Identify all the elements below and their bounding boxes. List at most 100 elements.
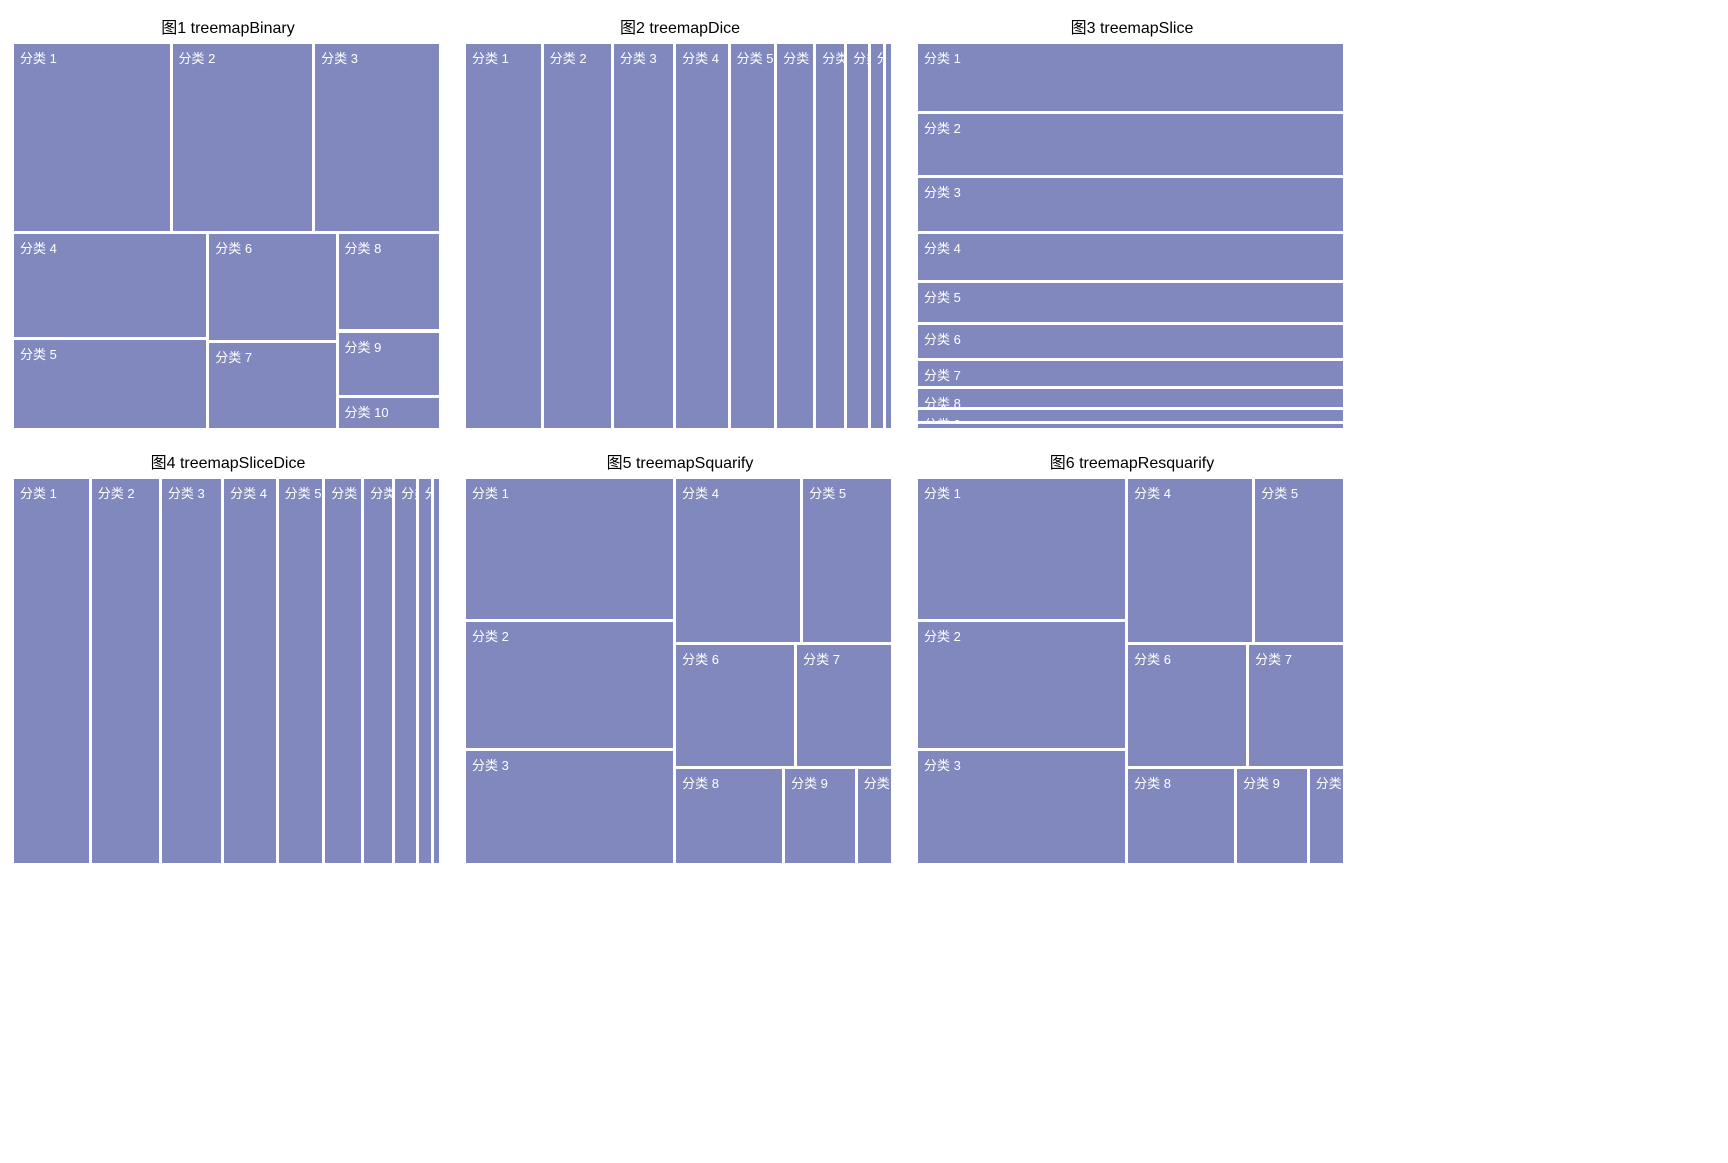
treemap-cell-label: 分类 5	[809, 483, 846, 502]
treemap-cell-label: 分类 6	[924, 329, 961, 348]
treemap-cell: 分类 3	[162, 479, 221, 863]
treemap-cell: 分类 5	[14, 340, 206, 428]
treemap-cell: 分类 7	[364, 479, 392, 863]
treemap-cell-label: 分类 1	[472, 483, 509, 502]
treemap-cell-label: 分类 2	[924, 626, 961, 645]
treemap-cell: 分类 10	[339, 398, 439, 428]
treemap-cell-label: 分类 3	[168, 483, 205, 502]
treemap-cell: 分类 10	[858, 769, 891, 863]
treemap-cell: 分类 3	[918, 751, 1125, 863]
treemap-cell-label: 分类 2	[472, 626, 509, 645]
treemap-cell: 分类 7	[1249, 645, 1343, 766]
treemap-cell: 分类 7	[918, 361, 1343, 386]
treemap-cell: 分类 1	[14, 44, 170, 231]
treemap-cell: 分类 6	[676, 645, 794, 766]
treemap-cell-label: 分类 4	[924, 238, 961, 257]
chart-resquarify: 分类 1分类 2分类 3分类 4分类 5分类 6分类 7分类 8分类 9分类 1…	[918, 479, 1346, 866]
treemap-cell-label: 分类 1	[472, 48, 509, 67]
treemap-cell: 分类 6	[777, 44, 813, 428]
treemap-cell: 分类 10	[434, 479, 439, 863]
treemap-cell-label: 分类 8	[924, 393, 961, 407]
chart-squarify: 分类 1分类 2分类 3分类 4分类 5分类 6分类 7分类 8分类 9分类 1…	[466, 479, 894, 866]
treemap-cell: 分类 8	[339, 234, 439, 329]
treemap-cell: 分类 4	[676, 44, 727, 428]
treemap-cell-label: 分类 5	[20, 344, 57, 363]
treemap-cell-label: 分类 8	[345, 238, 382, 257]
treemap-cell: 分类 1	[466, 44, 541, 428]
treemap-cell-label: 分类 8	[401, 483, 415, 502]
treemap-cell-label: 分类 2	[550, 48, 587, 67]
panel-resquarify: 图6 treemapResquarify 分类 1分类 2分类 3分类 4分类 …	[918, 449, 1346, 866]
panel-title: 图3 treemapSlice	[918, 14, 1346, 38]
panel-binary: 图1 treemapBinary 分类 1分类 2分类 3分类 4分类 5分类 …	[14, 14, 442, 431]
treemap-cell: 分类 3	[315, 44, 439, 231]
treemap-cell-label: 分类 5	[1261, 483, 1298, 502]
treemap-cell: 分类 5	[918, 283, 1343, 322]
treemap-cell-label: 分类 8	[1134, 773, 1171, 792]
treemap-cell: 分类 5	[1255, 479, 1343, 642]
treemap-cell: 分类 1	[918, 44, 1343, 111]
treemap-cell-label: 分类 2	[98, 483, 135, 502]
treemap-cell-label: 分类 7	[822, 48, 844, 67]
treemap-cell: 分类 2	[918, 114, 1343, 174]
treemap-cell: 分类 7	[816, 44, 844, 428]
panel-slicedice: 图4 treemapSliceDice 分类 1分类 2分类 3分类 4分类 5…	[14, 449, 442, 866]
treemap-cell-label: 分类 7	[215, 347, 252, 366]
treemap-cell-label: 分类 5	[737, 48, 774, 67]
treemap-cell-label: 分类 4	[1134, 483, 1171, 502]
treemap-cell: 分类 4	[918, 234, 1343, 280]
treemap-cell: 分类 8	[847, 44, 867, 428]
treemap-cell-label: 分类 6	[783, 48, 813, 67]
treemap-cell: 分类 4	[676, 479, 800, 642]
treemap-cell: 分类 4	[14, 234, 206, 337]
treemap-cell-label: 分类 9	[924, 414, 961, 421]
treemap-cell: 分类 8	[1128, 769, 1234, 863]
treemap-cell: 分类 8	[918, 389, 1343, 407]
treemap-cell-label: 分类 4	[230, 483, 267, 502]
treemap-cell: 分类 1	[14, 479, 89, 863]
treemap-cell: 分类 2	[918, 622, 1125, 748]
treemap-cell: 分类 2	[173, 44, 313, 231]
treemap-cell-label: 分类 2	[179, 48, 216, 67]
treemap-cell: 分类 3	[614, 44, 673, 428]
treemap-cell-label: 分类 5	[924, 287, 961, 306]
treemap-cell: 分类 6	[325, 479, 361, 863]
treemap-cell: 分类 9	[419, 479, 432, 863]
treemap-cell: 分类 7	[209, 343, 335, 428]
treemap-cell-label: 分类 10	[864, 773, 891, 792]
treemap-cell: 分类 3	[918, 178, 1343, 231]
treemap-cell-label: 分类 4	[20, 238, 57, 257]
treemap-cell: 分类 5	[731, 44, 775, 428]
panel-slice: 图3 treemapSlice 分类 1分类 2 分类 3 分类 4 分类 5 分类 6…	[918, 14, 1346, 431]
treemap-cell-label: 分类 1	[20, 483, 57, 502]
treemap-cell-label: 分类 3	[924, 182, 961, 201]
treemap-cell-label: 分类 9	[877, 48, 884, 67]
panel-title: 图1 treemapBinary	[14, 14, 442, 38]
panel-dice: 图2 treemapDice 分类 1分类 2分类 3分类 4分类 5分类 6分…	[466, 14, 894, 431]
treemap-cell: 分类 1	[466, 479, 673, 619]
treemap-cell-label: 分类 4	[682, 483, 719, 502]
treemap-cell: 分类 9	[339, 333, 439, 396]
treemap-cell: 分类 5	[803, 479, 891, 642]
treemap-cell-label: 分类 9	[425, 483, 432, 502]
treemap-cell: 分类 3	[466, 751, 673, 863]
treemap-cell: 分类 10	[886, 44, 891, 428]
treemap-cell: 分类 4	[1128, 479, 1252, 642]
treemap-cell: 分类 8	[676, 769, 782, 863]
treemap-cell: 分类 6	[918, 325, 1343, 357]
treemap-cell: 分类 2	[92, 479, 159, 863]
treemap-cell-label: 分类 10	[345, 402, 389, 421]
treemap-cell-label: 分类 8	[853, 48, 867, 67]
treemap-cell: 分类 1	[918, 479, 1125, 619]
treemap-cell: 分类 2	[466, 622, 673, 748]
treemap-cell: 分类 6	[209, 234, 335, 340]
panel-title: 图5 treemapSquarify	[466, 449, 894, 473]
treemap-cell-label: 分类 7	[924, 365, 961, 384]
treemap-cell-label: 分类 6	[1134, 649, 1171, 668]
treemap-cell-label: 分类 7	[1255, 649, 1292, 668]
treemap-cell: 分类 9	[1237, 769, 1307, 863]
treemap-cell-label: 分类 8	[682, 773, 719, 792]
panel-title: 图4 treemapSliceDice	[14, 449, 442, 473]
chart-binary: 分类 1 分类 2 分类 3 分类 4 分类 5 分类 6 分类 7 分类 8 分类 9 分类 1…	[14, 44, 442, 431]
treemap-cell: 分类 8	[395, 479, 415, 863]
